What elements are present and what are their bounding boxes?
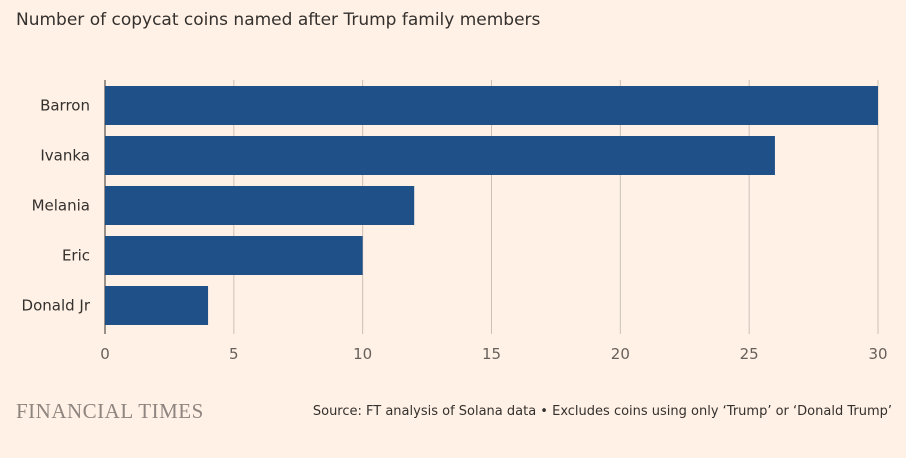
x-tick-label: 10 — [353, 345, 372, 363]
bar-chart: Barron Ivanka Melania Eric Donald Jr 0 5 10 15 2… — [22, 80, 888, 363]
ft-logo: FINANCIAL TIMES — [16, 399, 204, 423]
bar-barron — [105, 86, 878, 125]
chart-title: Number of copycat coins named after Trum… — [16, 10, 541, 30]
bar-ivanka — [105, 136, 775, 175]
category-label: Donald Jr — [22, 297, 91, 315]
bar-melania — [105, 186, 415, 225]
category-label: Melania — [32, 197, 90, 215]
category-label: Eric — [62, 247, 90, 265]
x-tick-label: 30 — [868, 345, 887, 363]
category-labels: Barron Ivanka Melania Eric Donald Jr — [22, 97, 91, 315]
bar-donald-jr — [105, 286, 209, 325]
x-tick-label: 0 — [100, 345, 110, 363]
x-tick-label: 5 — [229, 345, 239, 363]
x-tick-labels: 0 5 10 15 20 25 30 — [100, 345, 887, 363]
x-tick-label: 20 — [611, 345, 630, 363]
x-tick-label: 25 — [740, 345, 759, 363]
category-label: Barron — [40, 97, 90, 115]
bars-layer — [105, 86, 878, 325]
bar-eric — [105, 236, 363, 275]
x-tick-label: 15 — [482, 345, 501, 363]
category-label: Ivanka — [40, 147, 90, 165]
source-note: Source: FT analysis of Solana data • Exc… — [312, 404, 892, 419]
